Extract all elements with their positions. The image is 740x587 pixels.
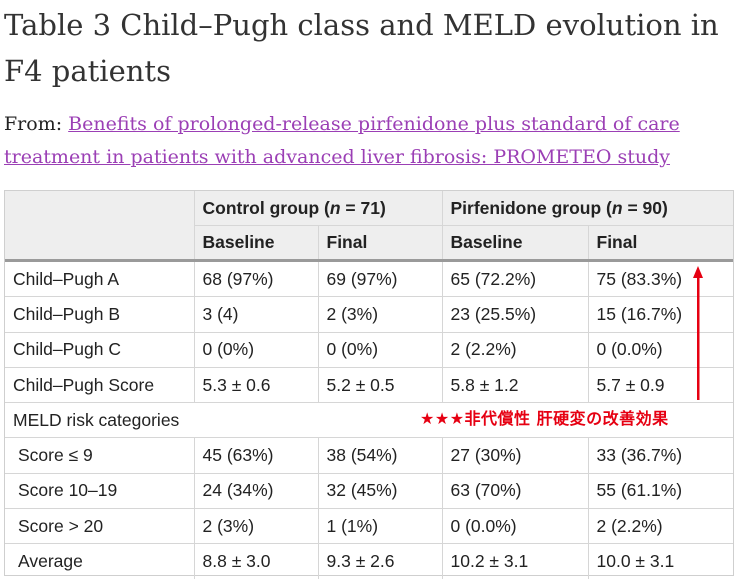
table-cell: 68 (97%) (194, 260, 319, 298)
table-cell: 63 (70%) (442, 473, 589, 510)
header-blank-cell (5, 191, 195, 262)
table-cell: 23 (25.5%) (442, 296, 589, 333)
row-label: Score > 20 (5, 508, 195, 545)
table-row: Average 8.8 ± 3.0 9.3 ± 2.6 10.2 ± 3.1 1… (5, 543, 733, 579)
red-up-arrow-icon (693, 266, 703, 400)
table-cell: 2 (3%) (318, 296, 443, 333)
table-cell: 5.7 ± 0.9 (588, 367, 733, 404)
table-cell: 75 (83.3%) (588, 260, 733, 298)
row-label: Child–Pugh B (5, 296, 195, 333)
header-pirfenidone-baseline: Baseline (442, 225, 589, 262)
row-label: Child–Pugh Score (5, 367, 195, 404)
table-cell: 27 (30%) (442, 437, 589, 474)
table-row: Child–Pugh A 68 (97%) 69 (97%) 65 (72.2%… (5, 260, 733, 298)
header-pirfenidone-group: Pirfenidone group (n = 90) (442, 191, 733, 226)
table-cell: 3 (4) (194, 296, 319, 333)
table-cell: 33 (36.7%) (588, 437, 733, 474)
table-cell: 65 (72.2%) (442, 260, 589, 298)
from-label: From: (4, 113, 69, 135)
table-cell: 2 (2.2%) (588, 508, 733, 545)
table-cell: 45 (63%) (194, 437, 319, 474)
table-cell: 32 (45%) (318, 473, 443, 510)
source-article-link[interactable]: Benefits of prolonged-release pirfenidon… (4, 113, 680, 168)
results-table: Control group (n = 71) Pirfenidone group… (5, 191, 733, 579)
table-cell: 0 (0%) (194, 332, 319, 368)
table-cell: 2 (2.2%) (442, 332, 589, 368)
table-row: Score 10–19 24 (34%) 32 (45%) 63 (70%) 5… (5, 473, 733, 510)
table-cell: 69 (97%) (318, 260, 443, 298)
table-cell: 55 (61.1%) (588, 473, 733, 510)
header-control-baseline: Baseline (194, 225, 319, 262)
table-row: Child–Pugh Score 5.3 ± 0.6 5.2 ± 0.5 5.8… (5, 367, 733, 404)
table-row: Child–Pugh C 0 (0%) 0 (0%) 2 (2.2%) 0 (0… (5, 332, 733, 368)
table-cell: 10.0 ± 3.1 (596, 551, 675, 572)
table-section-row: MELD risk categories (5, 402, 733, 439)
row-label: Child–Pugh C (5, 332, 195, 368)
results-table-container: Control group (n = 71) Pirfenidone group… (4, 190, 734, 579)
row-label: Child–Pugh A (5, 260, 195, 298)
header-pirfenidone-final: Final (588, 225, 733, 262)
row-label: Score ≤ 9 (5, 437, 195, 474)
table-row: Score ≤ 9 45 (63%) 38 (54%) 27 (30%) 33 … (5, 437, 733, 474)
table-cell: 38 (54%) (318, 437, 443, 474)
table-row: Child–Pugh B 3 (4) 2 (3%) 23 (25.5%) 15 … (5, 296, 733, 333)
row-label: Average (5, 543, 195, 579)
header-control-final: Final (318, 225, 443, 262)
red-annotation: ★★★非代償性 肝硬変の改善効果 (420, 409, 669, 428)
source-citation: From: Benefits of prolonged-release pirf… (4, 108, 734, 174)
table-cell: 9.3 ± 2.6 (318, 543, 443, 579)
table-cell: 5.3 ± 0.6 (194, 367, 319, 404)
table-cell: 15 (16.7%) (588, 296, 733, 333)
table-cell: 8.8 ± 3.0 (194, 543, 319, 579)
header-control-group: Control group (n = 71) (194, 191, 443, 226)
table-cell: 10.2 ± 3.1 (442, 543, 589, 579)
table-cell: 0 (0.0%) (442, 508, 589, 545)
table-cell: 5.2 ± 0.5 (318, 367, 443, 404)
table-cell: 5.8 ± 1.2 (442, 367, 589, 404)
table-cell: 1 (1%) (318, 508, 443, 545)
page-title: Table 3 Child–Pugh class and MELD evolut… (4, 8, 719, 88)
table-cell: 24 (34%) (194, 473, 319, 510)
table-cell: 0 (0%) (318, 332, 443, 368)
row-label: Score 10–19 (5, 473, 195, 510)
table-cell: 2 (3%) (194, 508, 319, 545)
table-cell: 0 (0.0%) (588, 332, 733, 368)
table-row: Score > 20 2 (3%) 1 (1%) 0 (0.0%) 2 (2.2… (5, 508, 733, 545)
section-label-meld: MELD risk categories (5, 402, 733, 439)
